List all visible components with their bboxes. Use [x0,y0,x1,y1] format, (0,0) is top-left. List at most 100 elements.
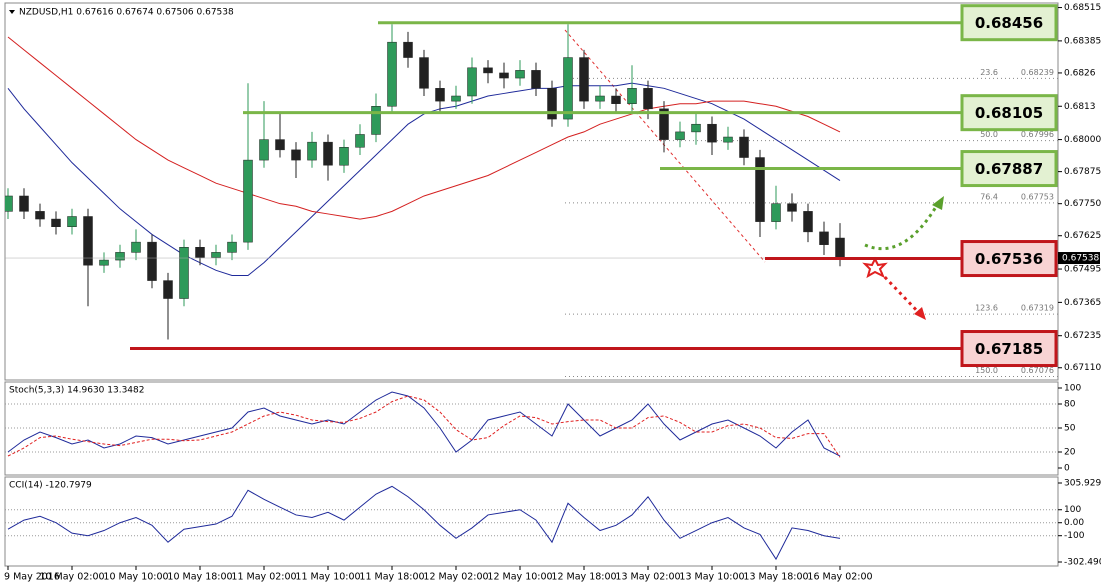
level-label: 0.68456 [975,14,1043,32]
candle-body [595,95,605,102]
candle-body [67,216,77,227]
fib-value: 0.67076 [1021,366,1054,375]
level-box [960,94,1058,132]
y-tick-label: 100 [1064,384,1081,394]
candle-body [739,136,749,158]
candle-body [355,134,365,148]
candle-body [387,41,397,107]
fib-value: 0.67319 [1021,304,1054,313]
candle-body [755,157,765,222]
y-tick-label: 0.68000 [1064,135,1101,145]
main-layer: 23.6 0.68239 50.0 0.67996 76.4 0.67753 123.6 0.… [5,24,1058,377]
menu-arrow [9,10,15,14]
x-tick-label: 12 May 10:00 [487,572,552,583]
candle-body [131,241,141,253]
fib-label: 50.0 [980,130,998,139]
price-tag-label: 0.67538 [1062,254,1099,264]
candle-body [99,259,109,266]
x-tick-label: 10 May 18:00 [167,572,232,583]
candle-body [467,67,477,97]
down-arrowhead [914,307,926,320]
down-scenario-arrow [878,270,924,318]
candle-body [83,216,93,266]
indicator-line [7,391,841,457]
cci-title: CCI(14) -120.7979 [9,481,92,491]
candle-body [259,139,269,161]
level-box [960,330,1058,368]
candle-body [771,203,781,222]
y-tick-label: 50 [1064,424,1076,434]
y-tick-label: 0.6826 [1064,68,1096,78]
fib-label: 23.6 [980,68,998,77]
candle-body [531,70,541,89]
candle-body [339,147,349,166]
chart-header: NZDUSD,H1 0.67616 0.67674 0.67506 0.6753… [19,8,234,18]
x-tick-label: 11 May 02:00 [231,572,296,583]
x-tick-label: 12 May 18:00 [551,572,616,583]
y-tick-label: 80 [1064,400,1076,410]
candle-body [499,72,509,79]
candle-body [147,241,157,281]
y-tick-label: -100 [1064,531,1085,541]
level-box [960,4,1058,42]
candle-body [419,57,429,89]
candle-body [803,211,813,233]
fib-label: 76.4 [980,192,998,201]
x-tick-label: 13 May 18:00 [743,572,808,583]
fib-label: 123.6 [975,304,998,313]
candle-body [163,280,173,299]
candle-body [675,131,685,140]
price-tag [1058,252,1100,265]
candle-body [35,211,45,220]
candle-body [611,95,621,104]
candle-body [819,231,829,245]
candle-body [243,159,253,243]
candle-body [627,88,637,104]
candle-body [483,67,493,74]
y-tick-label: 0.67750 [1064,199,1101,209]
x-tick-label: 10 May 10:00 [103,572,168,583]
x-tick-label: 10 May 02:00 [39,572,104,583]
candle-body [371,106,381,135]
breakout-star [862,256,888,279]
y-tick-label: 20 [1064,448,1076,458]
candle-body [707,123,717,143]
indicator-line [7,395,841,458]
x-tick-label: 9 May 2016 [4,572,60,583]
candle-body [19,195,29,212]
candle-body [51,218,61,227]
candle-body [691,123,701,133]
candle-body [227,241,237,253]
x-tick-label: 11 May 18:00 [359,572,424,583]
x-tick-label: 16 May 02:00 [807,572,872,583]
x-tick-label: 11 May 10:00 [295,572,360,583]
candle-body [659,108,669,140]
indicator-line [7,485,841,561]
cci-panel [4,476,1059,567]
y-tick-label: 0.68515 [1064,3,1101,13]
candle-body [643,88,653,110]
up-scenario-arrow [864,199,942,251]
candle-body [835,237,845,259]
candle-body [179,247,189,299]
candle-body [579,57,589,102]
candle-body [275,139,285,151]
candle-body [547,88,557,120]
candle-body [563,57,573,120]
candle-body [787,203,797,212]
y-tick-label: 305.9295 [1064,479,1101,489]
y-tick-label: 0.67110 [1064,363,1101,373]
main-panel [4,2,1059,381]
candle-body [291,149,301,161]
candle-body [307,141,317,161]
y-tick-label: 100 [1064,505,1081,515]
y-tick-label: 0.6813 [1064,102,1096,112]
candle-body [115,252,125,261]
level-label: 0.67185 [975,340,1043,358]
y-tick-label: 0.00 [1064,518,1084,528]
candle-body [451,95,461,102]
y-tick-label: 0.67235 [1064,331,1101,341]
level-label: 0.68105 [975,104,1043,122]
fib-value: 0.68239 [1021,68,1054,77]
